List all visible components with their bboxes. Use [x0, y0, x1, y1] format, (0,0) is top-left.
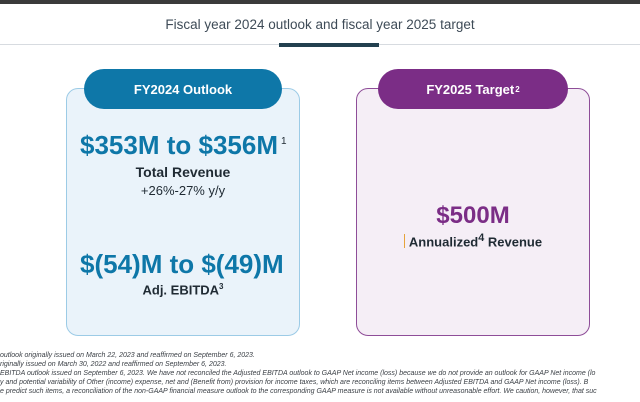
fy2025-revenue-target: $500M — [436, 202, 510, 229]
annualized-text: Annualized — [408, 234, 479, 250]
footnotes: outlook originally issued on March 22, 2… — [0, 351, 640, 402]
footnote-line: outlook originally issued on March 22, 2… — [0, 352, 255, 359]
fy2024-pill-label: FY2024 Outlook — [133, 81, 233, 97]
adj-ebitda-label: Adj. EBITDA3 — [66, 282, 300, 297]
slide-title: Fiscal year 2024 outlook and fiscal year… — [165, 17, 475, 32]
footnote-line: e predict such items, a reconciliation o… — [0, 388, 597, 395]
revenue-text: Revenue — [484, 234, 543, 250]
title-accent-bar — [279, 43, 379, 47]
footnote-line: y and potential variability of Other (in… — [0, 379, 589, 386]
ebitda-footnote-marker: 3 — [219, 282, 224, 291]
total-revenue-label: Total Revenue — [135, 164, 231, 180]
fy2024-outlook-card — [66, 88, 300, 336]
revenue-range: $353M to $356M 1 — [80, 130, 287, 161]
fy2025-pill-footnote: 2 — [515, 84, 520, 94]
fy2025-pill-label: FY2025 Target — [426, 81, 515, 97]
fy2025-target-card — [356, 88, 590, 336]
text-cursor — [403, 234, 405, 249]
top-border — [0, 0, 640, 4]
ebitda-range: $(54)M to $(49)M — [80, 249, 284, 279]
revenue-growth: +26%-27% y/y — [140, 183, 226, 198]
revenue-range-value: $353M to $356M — [80, 130, 278, 160]
annualized-footnote-marker: 4 — [478, 232, 485, 244]
adj-ebitda-text: Adj. EBITDA — [142, 282, 220, 298]
fy2025-target-pill: FY2025 Target 2 — [378, 69, 568, 109]
revenue-footnote-marker: 1 — [280, 136, 287, 148]
fy2024-outlook-pill: FY2024 Outlook — [84, 69, 282, 109]
footnote-line: EBITDA outlook issued on September 6, 20… — [0, 370, 596, 377]
footnote-line: riginally issued on March 30, 2022 and r… — [0, 361, 227, 368]
annualized-revenue-label: Annualized4 Revenue — [356, 232, 590, 249]
